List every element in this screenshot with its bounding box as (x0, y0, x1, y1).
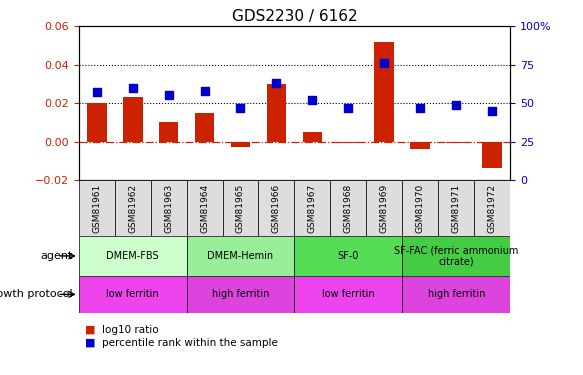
Bar (402, 276, 510, 313)
Bar (123, 98, 142, 142)
Bar (402, 236, 510, 276)
Bar (79, 180, 115, 236)
Text: DMEM-Hemin: DMEM-Hemin (208, 251, 273, 261)
Point (451, 102, 461, 108)
Text: low ferritin: low ferritin (322, 290, 375, 299)
Point (308, 97, 317, 103)
Bar (258, 180, 294, 236)
Point (344, 105, 353, 111)
Title: GDS2230 / 6162: GDS2230 / 6162 (231, 9, 357, 24)
Text: ■: ■ (85, 338, 95, 348)
Bar (79, 276, 187, 313)
Bar (331, 180, 366, 236)
Text: log10 ratio: log10 ratio (102, 325, 159, 335)
Bar (482, 142, 502, 168)
Text: agent: agent (40, 251, 73, 261)
Text: SF-0: SF-0 (338, 251, 359, 261)
Bar (266, 84, 286, 142)
Bar (339, 142, 358, 144)
Text: GSM81970: GSM81970 (416, 183, 425, 233)
Bar (410, 142, 430, 149)
Point (200, 88, 209, 94)
Bar (187, 276, 294, 313)
Point (272, 80, 281, 86)
Text: GSM81971: GSM81971 (452, 183, 461, 233)
Bar (231, 142, 250, 147)
Bar (294, 180, 331, 236)
Text: DMEM-FBS: DMEM-FBS (106, 251, 159, 261)
Bar (402, 180, 438, 236)
Text: growth protocol: growth protocol (0, 290, 73, 299)
Text: GSM81961: GSM81961 (92, 183, 101, 233)
Bar (150, 180, 187, 236)
Text: GSM81968: GSM81968 (344, 183, 353, 233)
Text: high ferritin: high ferritin (212, 290, 269, 299)
Bar (447, 142, 466, 144)
Bar (195, 113, 215, 142)
Bar (294, 236, 402, 276)
Text: percentile rank within the sample: percentile rank within the sample (102, 338, 278, 348)
Text: SF-FAC (ferric ammonium
citrate): SF-FAC (ferric ammonium citrate) (394, 245, 518, 267)
Bar (303, 132, 322, 142)
Bar (223, 180, 258, 236)
Bar (79, 236, 187, 276)
Point (380, 60, 389, 66)
Text: GSM81967: GSM81967 (308, 183, 317, 233)
Point (92, 89, 101, 95)
Bar (294, 276, 402, 313)
Bar (474, 180, 510, 236)
Bar (438, 180, 474, 236)
Text: ■: ■ (85, 325, 95, 335)
Bar (374, 42, 394, 142)
Point (416, 105, 425, 111)
Text: GSM81962: GSM81962 (128, 184, 137, 232)
Text: GSM81972: GSM81972 (487, 184, 497, 232)
Text: GSM81965: GSM81965 (236, 183, 245, 233)
Bar (187, 236, 294, 276)
Text: GSM81964: GSM81964 (200, 184, 209, 232)
Bar (115, 180, 150, 236)
Point (128, 85, 138, 91)
Bar (159, 122, 178, 142)
Text: GSM81966: GSM81966 (272, 183, 281, 233)
Text: high ferritin: high ferritin (427, 290, 485, 299)
Text: low ferritin: low ferritin (106, 290, 159, 299)
Bar (366, 180, 402, 236)
Bar (87, 103, 107, 142)
Text: GSM81969: GSM81969 (380, 183, 389, 233)
Text: GSM81963: GSM81963 (164, 183, 173, 233)
Bar (187, 180, 223, 236)
Point (487, 108, 497, 114)
Point (164, 93, 173, 99)
Point (236, 105, 245, 111)
